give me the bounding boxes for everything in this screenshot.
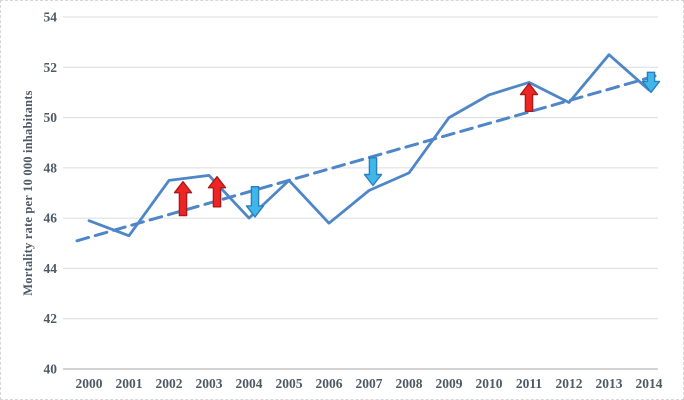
- trend-dashed-line: [75, 74, 657, 243]
- x-tick-label: 2005: [276, 376, 303, 391]
- y-tick-label: 42: [44, 311, 58, 326]
- y-tick-label: 54: [44, 10, 58, 25]
- x-tick-label: 2007: [356, 376, 383, 391]
- mortality-rate-line: [87, 53, 651, 238]
- deviation-arrow-up: [207, 175, 227, 208]
- x-tick-label: 2014: [636, 376, 663, 391]
- x-tick-label: 2009: [436, 376, 463, 391]
- y-tick-label: 48: [44, 160, 58, 175]
- deviation-arrow-up: [519, 82, 539, 113]
- x-tick-label: 2013: [596, 376, 623, 391]
- y-axis-title: Mortality rate per 10 000 inhabitants: [21, 90, 35, 296]
- x-tick-label: 2011: [516, 376, 543, 391]
- x-tick-label: 2010: [476, 376, 503, 391]
- x-tick-label: 2001: [116, 376, 143, 391]
- x-tick-label: 2000: [76, 376, 103, 391]
- deviation-arrow-down: [245, 185, 265, 218]
- x-tick-label: 2012: [556, 376, 583, 391]
- y-tick-label: 50: [44, 110, 58, 125]
- deviation-arrow-up: [173, 180, 193, 217]
- x-tick-label: 2002: [156, 376, 183, 391]
- y-tick-label: 46: [44, 211, 58, 226]
- deviation-arrow-down: [641, 71, 661, 94]
- x-tick-label: 2004: [236, 376, 263, 391]
- y-tick-label: 52: [44, 60, 58, 75]
- y-tick-label: 40: [44, 362, 58, 377]
- x-tick-label: 2006: [316, 376, 343, 391]
- deviation-arrow-down: [363, 157, 383, 187]
- y-tick-label: 44: [44, 261, 58, 276]
- x-tick-label: 2003: [196, 376, 223, 391]
- x-tick-label: 2008: [396, 376, 423, 391]
